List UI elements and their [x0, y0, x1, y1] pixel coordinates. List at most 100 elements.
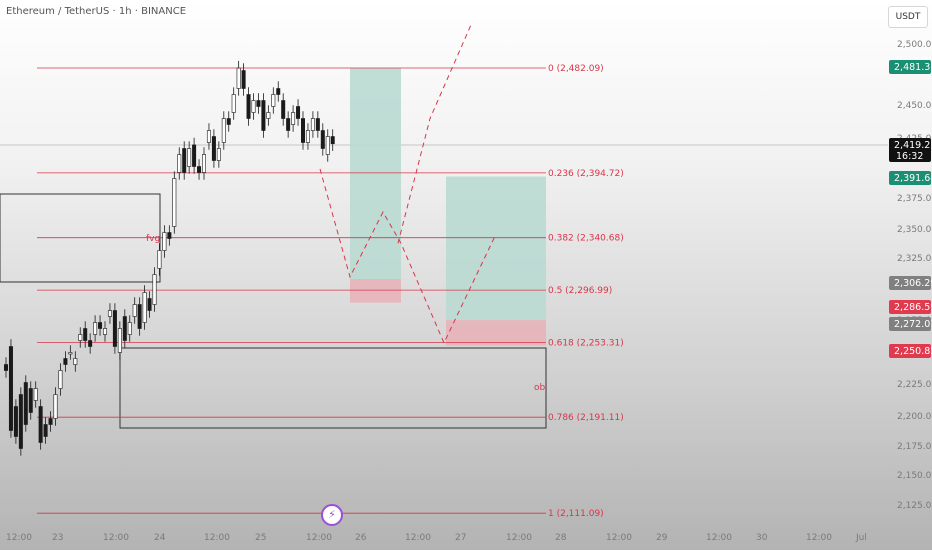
- candle-body: [226, 118, 231, 125]
- candle-body: [53, 394, 58, 419]
- price-badge: [889, 317, 931, 331]
- candle-body: [315, 118, 320, 131]
- candle-body: [147, 298, 152, 311]
- candle-body: [103, 328, 108, 335]
- fvg-label: fvg: [146, 234, 160, 244]
- time-tick: 12:00: [506, 533, 532, 543]
- candle-body: [167, 232, 172, 239]
- candle-body: [137, 304, 142, 329]
- time-tick: 12:00: [706, 533, 732, 543]
- price-tick: 2,375.00: [897, 194, 932, 204]
- events-bolt-icon[interactable]: ⚡: [321, 504, 343, 526]
- price-badge-text: 2,481.36: [894, 62, 932, 73]
- candle-body: [177, 154, 182, 173]
- candle-body: [28, 388, 33, 413]
- candle-body: [266, 112, 271, 119]
- candle-body: [291, 112, 296, 125]
- ob-box: [119, 347, 547, 429]
- time-tick: 29: [656, 533, 668, 543]
- candle-body: [325, 136, 330, 155]
- candle-body: [107, 310, 112, 317]
- price-badge-text: 2,306.29: [894, 278, 932, 289]
- candle-body: [73, 358, 78, 365]
- price-tick: 2,350.00: [897, 225, 932, 235]
- candle-body: [271, 94, 276, 107]
- price-tick: 2,125.00: [897, 501, 932, 511]
- candle-body: [300, 118, 305, 143]
- price-badge: [889, 138, 931, 162]
- price-badge-time: 16:32: [896, 151, 923, 162]
- zones-layer: fvg ob: [0, 68, 888, 429]
- candle-body: [305, 130, 310, 143]
- price-badge: [889, 60, 931, 74]
- fib-label: 0.5 (2,296.99): [548, 286, 612, 296]
- candle-body: [206, 130, 211, 143]
- candle-body: [88, 340, 93, 347]
- candle-body: [330, 136, 335, 145]
- candle-body: [78, 334, 83, 341]
- candle-body: [246, 94, 251, 119]
- price-badge-text: 2,286.59: [894, 302, 932, 313]
- candle-body: [142, 292, 147, 323]
- time-tick: 12:00: [405, 533, 431, 543]
- time-tick: 12:00: [806, 533, 832, 543]
- candle-body: [157, 250, 162, 269]
- candle-body: [261, 100, 266, 131]
- candle-body: [43, 424, 48, 437]
- candle-body: [281, 100, 286, 119]
- time-tick: 24: [154, 533, 166, 543]
- candle-body: [122, 316, 127, 341]
- candle-body: [93, 322, 98, 335]
- candle-body: [112, 310, 117, 347]
- candle-body: [162, 232, 167, 251]
- time-tick: Jul: [855, 533, 867, 543]
- time-axis: 12:00 23 12:00 24 12:00 25 12:00 26 12:00 27 12:00…: [6, 533, 867, 543]
- price-tick: 2,325.00: [897, 254, 932, 264]
- price-badge: [889, 344, 931, 358]
- candle-body: [23, 382, 28, 425]
- price-tick: 2,200.00: [897, 412, 932, 422]
- candle-body: [127, 322, 132, 335]
- candle-body: [117, 328, 122, 353]
- candle-body: [231, 94, 236, 113]
- currency-unit-button[interactable]: USDT: [888, 6, 928, 28]
- candle-body: [296, 106, 301, 119]
- candle-body: [236, 67, 241, 89]
- candle-body: [241, 70, 246, 89]
- target-zone-1: [350, 68, 401, 279]
- fib-label: 1 (2,111.09): [548, 509, 604, 519]
- time-tick: 23: [52, 533, 63, 543]
- time-tick: 26: [355, 533, 367, 543]
- time-tick: 12:00: [103, 533, 129, 543]
- price-badges: 2,481.36 2,419.2116:32 2,391.64 2,306.29 2,2…: [889, 60, 932, 358]
- candle-body: [286, 118, 291, 131]
- projection-path-2: [397, 22, 473, 244]
- candle-body: [197, 166, 202, 173]
- candle-body: [221, 118, 226, 143]
- time-tick: 28: [555, 533, 567, 543]
- price-tick: 2,450.00: [897, 101, 932, 111]
- time-tick: 25: [255, 533, 266, 543]
- price-badge-text: 2,250.85: [894, 346, 932, 357]
- price-axis: 2,500.002,450.002,425.002,375.002,350.00…: [897, 40, 932, 511]
- candle-body: [8, 346, 13, 431]
- candle-body: [192, 144, 197, 167]
- ob-label: ob: [534, 383, 546, 393]
- time-tick: 12:00: [606, 533, 632, 543]
- price-tick: 2,175.00: [897, 442, 932, 452]
- candle-body: [182, 148, 187, 173]
- price-tick: 2,225.00: [897, 380, 932, 390]
- fib-label: 0.618 (2,253.31): [548, 339, 624, 349]
- candle-body: [211, 136, 216, 161]
- candle-body: [216, 148, 221, 161]
- candle-body: [38, 406, 43, 443]
- fib-label: 0.236 (2,394.72): [548, 169, 624, 179]
- candle-body: [310, 118, 315, 131]
- candle-body: [33, 388, 38, 401]
- candle-body: [63, 358, 68, 365]
- candle-body: [132, 304, 137, 317]
- candle-body: [48, 418, 53, 425]
- fib-label: 0.786 (2,191.11): [548, 413, 624, 423]
